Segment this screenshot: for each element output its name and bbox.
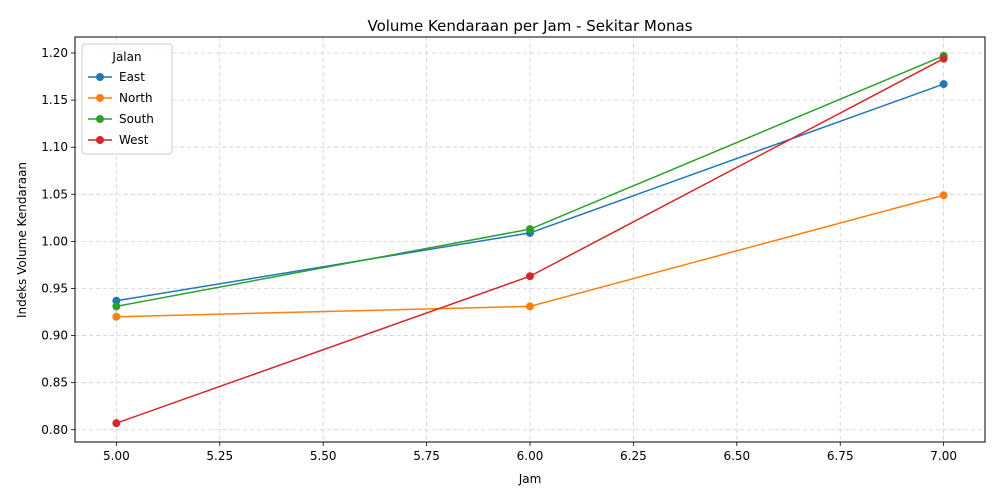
data-point-west <box>526 272 534 281</box>
ticks: 5.00 5.25 5.50 5.75 6.00 6.25 6.50 6.75 7.00 0.80… <box>41 46 957 463</box>
legend-label-north: North <box>119 91 153 105</box>
legend-title: Jalan <box>111 50 141 64</box>
x-tick-label: 5.00 <box>103 449 130 463</box>
data-point-north <box>112 312 121 321</box>
chart-title: Volume Kendaraan per Jam - Sekitar Monas <box>367 17 692 35</box>
y-tick-label: 0.80 <box>41 423 68 437</box>
data-point-north <box>526 302 534 311</box>
y-tick-label: 0.85 <box>41 376 68 390</box>
y-tick-label: 1.15 <box>41 93 68 107</box>
legend-label-east: East <box>119 70 145 84</box>
legend-marker-west <box>96 136 104 144</box>
y-tick-label: 1.05 <box>41 187 68 201</box>
data-point-west <box>939 54 948 63</box>
series-west <box>112 54 948 428</box>
legend: Jalan East North South West <box>81 43 173 155</box>
x-tick-label: 6.50 <box>723 449 750 463</box>
legend-box <box>81 43 173 155</box>
series-north <box>112 191 948 321</box>
y-tick-label: 0.90 <box>41 329 68 343</box>
legend-label-west: West <box>119 133 149 147</box>
x-tick-label: 5.50 <box>310 449 337 463</box>
series-layer <box>112 51 948 428</box>
data-point-west <box>112 419 121 428</box>
grid <box>75 37 985 442</box>
legend-marker-south <box>96 115 104 123</box>
data-point-east <box>112 296 121 305</box>
data-point-east <box>939 80 948 89</box>
legend-marker-north <box>96 94 104 102</box>
y-axis-label: Indeks Volume Kendaraan <box>15 162 29 318</box>
data-point-south <box>526 225 534 234</box>
x-tick-label: 6.00 <box>517 449 544 463</box>
x-tick-label: 6.25 <box>620 449 647 463</box>
y-tick-label: 0.95 <box>41 281 68 295</box>
x-axis-label: Jam <box>518 472 542 486</box>
data-point-north <box>939 191 948 200</box>
y-tick-label: 1.00 <box>41 234 68 248</box>
x-tick-label: 7.00 <box>930 449 957 463</box>
y-tick-label: 1.10 <box>41 140 68 154</box>
legend-marker-east <box>96 73 104 81</box>
y-tick-label: 1.20 <box>41 46 68 60</box>
legend-label-south: South <box>119 112 154 126</box>
data-point-south <box>112 302 121 311</box>
x-tick-label: 5.25 <box>206 449 233 463</box>
x-tick-label: 6.75 <box>827 449 854 463</box>
x-tick-label: 5.75 <box>413 449 440 463</box>
